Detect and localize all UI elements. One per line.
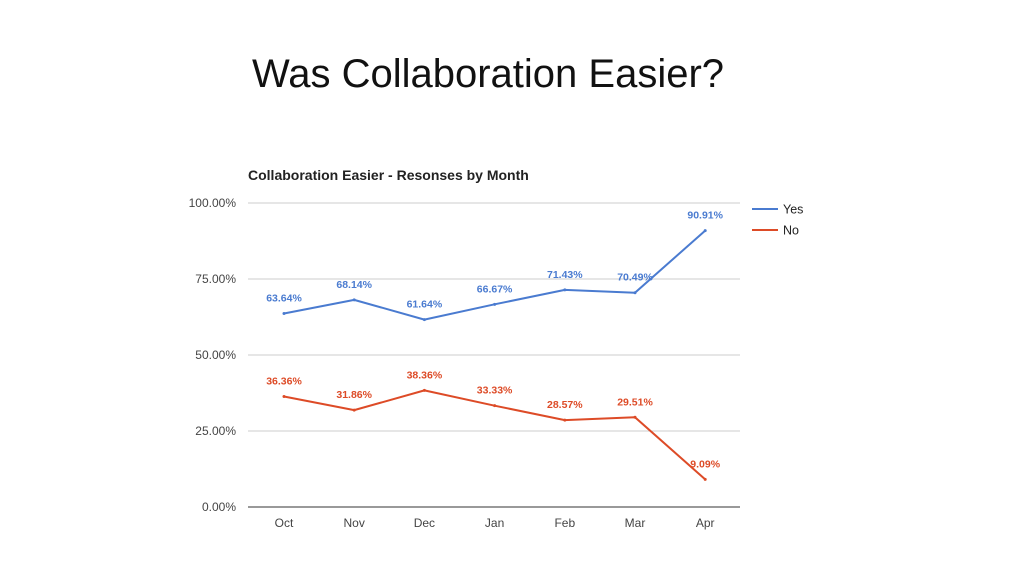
x-tick-label: Dec <box>414 516 435 530</box>
data-label: 38.36% <box>407 369 443 381</box>
y-tick-label: 25.00% <box>195 424 236 438</box>
data-label: 71.43% <box>547 269 583 281</box>
data-point <box>282 312 286 316</box>
data-point <box>493 302 497 306</box>
legend: Yes No <box>752 203 803 238</box>
data-label: 63.64% <box>266 293 302 305</box>
data-label: 33.33% <box>477 385 513 397</box>
data-point <box>352 408 356 412</box>
data-point <box>703 229 707 233</box>
data-point <box>422 388 426 392</box>
x-tick-label: Feb <box>554 516 575 530</box>
data-point <box>633 291 637 295</box>
x-tick-label: Oct <box>275 516 294 530</box>
data-label: 36.36% <box>266 375 302 387</box>
x-tick-label: Apr <box>696 516 715 530</box>
x-tick-label: Jan <box>485 516 504 530</box>
data-point <box>493 404 497 408</box>
data-label: 90.91% <box>687 210 723 222</box>
x-tick-label: Nov <box>344 516 365 530</box>
data-point <box>563 418 567 422</box>
slide-title: Was Collaboration Easier? <box>251 52 725 96</box>
data-label: 68.14% <box>336 279 372 291</box>
legend-label: Yes <box>783 203 803 217</box>
data-point <box>352 298 356 302</box>
gridlines <box>248 202 740 508</box>
y-tick-label: 50.00% <box>195 348 236 362</box>
y-axis-ticks: 0.00% 25.00% 50.00% 75.00% 100.00% <box>189 196 237 514</box>
data-label: 29.51% <box>617 396 653 408</box>
data-label: 31.86% <box>336 389 372 401</box>
data-label: 9.09% <box>690 458 720 470</box>
series-lines <box>282 229 707 481</box>
y-tick-label: 0.00% <box>202 500 236 514</box>
chart-title: Collaboration Easier - Resonses by Month <box>248 167 529 183</box>
y-tick-label: 100.00% <box>189 196 237 210</box>
data-label: 28.57% <box>547 399 583 411</box>
data-point <box>703 477 707 481</box>
data-point <box>422 318 426 322</box>
data-label: 61.64% <box>407 299 443 311</box>
data-label: 66.67% <box>477 283 513 295</box>
data-point <box>282 394 286 398</box>
data-point <box>633 415 637 419</box>
x-tick-label: Mar <box>625 516 646 530</box>
legend-label: No <box>783 224 799 238</box>
x-axis-ticks: Oct Nov Dec Jan Feb Mar Apr <box>275 516 715 530</box>
y-tick-label: 75.00% <box>195 272 236 286</box>
data-label: 70.49% <box>617 272 653 284</box>
data-point <box>563 288 567 292</box>
data-labels: 63.64% 68.14% 61.64% 66.67% 71.43% 70.49% 90.9… <box>266 210 723 471</box>
